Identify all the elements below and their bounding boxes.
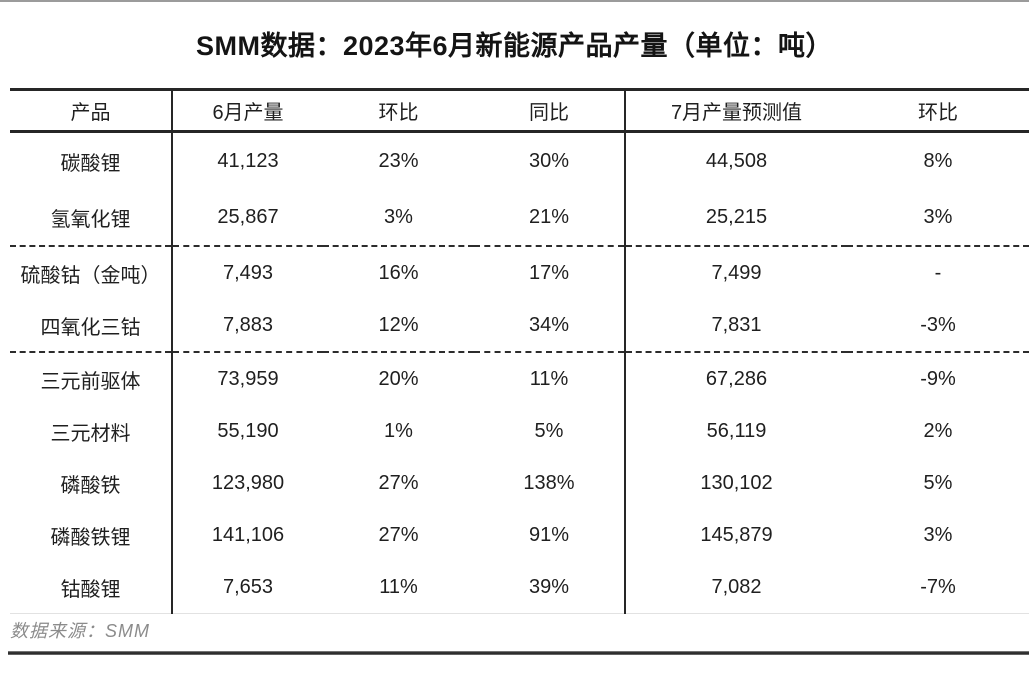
jun-output-cell: 7,653: [172, 561, 323, 614]
yoy-cell: 138%: [474, 457, 626, 509]
product-cell: 氢氧化锂: [10, 189, 173, 247]
jun-output-cell: 123,980: [211, 471, 285, 494]
jul-mom-cell: -7%: [847, 561, 1029, 614]
yoy-cell: 91%: [474, 509, 626, 561]
mom-cell: 11%: [323, 561, 474, 614]
product-cell: 三元前驱体: [10, 352, 173, 405]
jul-mom-cell: 8%: [923, 149, 953, 172]
jul-forecast-cell: 7,499: [711, 261, 762, 284]
header-jun-output: 6月产量: [172, 88, 323, 133]
product-cell: 磷酸铁锂: [10, 509, 173, 561]
top-border-line: [0, 0, 1029, 2]
jul-forecast-cell: 7,831: [625, 299, 847, 353]
jul-mom-cell: 5%: [923, 471, 953, 494]
mom-cell: 3%: [323, 189, 474, 247]
jul-forecast-cell: 67,286: [705, 367, 768, 390]
table-row: 硫酸钴（金吨） 7,493 16% 17% 7,499 -: [10, 246, 1029, 299]
mom-cell: 27%: [378, 523, 419, 546]
jun-output-cell: 7,493: [222, 261, 274, 284]
table-row: 四氧化三钴 7,883 12% 34% 7,831 -3%: [10, 299, 1029, 353]
bottom-border-line: [8, 651, 1029, 655]
header-product: 产品: [10, 88, 173, 133]
jul-mom-cell: 2%: [923, 419, 953, 442]
production-table: 产品 6月产量 环比 同比 7月产量预测值 环比 碳酸锂 41,123 23% …: [10, 88, 1029, 614]
product-cell: 四氧化三钴: [10, 299, 173, 353]
header-jul-mom: 环比: [847, 88, 1029, 133]
jun-output-cell: 73,959: [217, 367, 279, 390]
jul-mom-cell: -3%: [847, 299, 1029, 353]
table-row: 三元材料 55,190 1% 5% 56,119 2%: [10, 405, 1029, 457]
jul-forecast-cell: 145,879: [700, 523, 773, 546]
jun-output-cell: 55,190: [217, 419, 279, 442]
yoy-cell: 17%: [474, 246, 626, 299]
mom-cell: 27%: [378, 471, 419, 494]
data-source-note: 数据来源：SMM: [10, 621, 150, 641]
jun-output-cell: 7,883: [172, 299, 323, 353]
mom-cell: 1%: [384, 419, 413, 442]
table-row: 三元前驱体 73,959 20% 11% 67,286 -9%: [10, 352, 1029, 405]
jul-mom-cell: -: [934, 261, 942, 284]
page-title: SMM数据：2023年6月新能源产品产量（单位：吨）: [195, 31, 834, 61]
yoy-cell: 11%: [474, 352, 626, 405]
table-row: 钴酸锂 7,653 11% 39% 7,082 -7%: [10, 561, 1029, 614]
jul-mom-cell: 3%: [923, 523, 953, 546]
yoy-cell: 5%: [474, 405, 626, 457]
mom-cell: 23%: [378, 149, 419, 172]
header-mom: 环比: [323, 88, 474, 133]
jul-forecast-cell: 25,215: [625, 189, 847, 247]
jul-mom-cell: -9%: [920, 367, 956, 390]
yoy-cell: 21%: [474, 189, 626, 247]
jun-output-cell: 25,867: [172, 189, 323, 247]
product-cell: 硫酸钴（金吨）: [10, 246, 173, 299]
product-cell: 磷酸铁: [10, 457, 173, 509]
jul-forecast-cell: 130,102: [700, 471, 773, 494]
header-yoy: 同比: [474, 88, 626, 133]
mom-cell: 12%: [323, 299, 474, 353]
jul-forecast-cell: 7,082: [625, 561, 847, 614]
jun-output-cell: 41,123: [217, 149, 279, 172]
jul-forecast-cell: 44,508: [705, 149, 768, 172]
yoy-cell: 30%: [474, 131, 626, 189]
header-row: 产品 6月产量 环比 同比 7月产量预测值 环比: [10, 88, 1029, 133]
mom-cell: 20%: [378, 367, 419, 390]
yoy-cell: 39%: [474, 561, 626, 614]
product-cell: 碳酸锂: [10, 131, 173, 189]
table-row: 磷酸铁 123,980 27% 138% 130,102 5%: [10, 457, 1029, 509]
mom-cell: 16%: [378, 261, 419, 284]
jun-output-cell: 141,106: [211, 523, 285, 546]
table-row: 磷酸铁锂 141,106 27% 91% 145,879 3%: [10, 509, 1029, 561]
product-cell: 三元材料: [10, 405, 173, 457]
table-row: 碳酸锂 41,123 23% 30% 44,508 8%: [10, 131, 1029, 189]
product-cell: 钴酸锂: [10, 561, 173, 614]
table-row: 氢氧化锂 25,867 3% 21% 25,215 3%: [10, 189, 1029, 247]
jul-mom-cell: 3%: [847, 189, 1029, 247]
header-jul-forecast: 7月产量预测值: [625, 88, 847, 133]
yoy-cell: 34%: [474, 299, 626, 353]
jul-forecast-cell: 56,119: [706, 419, 767, 442]
